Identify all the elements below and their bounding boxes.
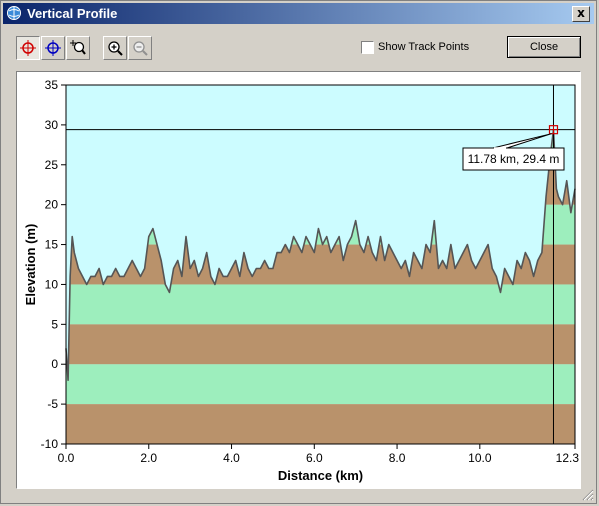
zoom-out-button[interactable] bbox=[128, 36, 152, 60]
plot-border bbox=[65, 84, 576, 445]
y-tick-label: 5 bbox=[51, 317, 58, 331]
crosshair-red-icon bbox=[20, 40, 36, 56]
y-axis-label: Elevation (m) bbox=[23, 224, 38, 306]
show-track-points-label[interactable]: Show Track Points bbox=[378, 41, 470, 53]
y-tick-label: 10 bbox=[45, 277, 59, 291]
zoom-in-button[interactable] bbox=[103, 36, 127, 60]
resize-grip-icon[interactable] bbox=[582, 489, 594, 501]
plot-frame: 35 30 25 20 15 10 5 0 -5 -10 0.0 2.0 4.0 6.0 8.0 10.0 12… bbox=[16, 71, 581, 489]
crosshair-red-button[interactable] bbox=[16, 36, 40, 60]
zoom-out-icon bbox=[133, 41, 148, 56]
y-tick-label: 15 bbox=[45, 238, 59, 252]
zoom-cursor-button[interactable] bbox=[66, 36, 90, 60]
y-tick-label: 30 bbox=[45, 118, 59, 132]
window-title: Vertical Profile bbox=[27, 6, 118, 21]
callout-pointer bbox=[492, 133, 552, 149]
cursor-readout: 11.78 km, 29.4 m bbox=[468, 152, 560, 166]
profile-line bbox=[65, 128, 576, 381]
title-bar[interactable]: Vertical Profile x bbox=[3, 3, 594, 24]
title-close-button[interactable]: x bbox=[572, 6, 590, 22]
y-tick-label: 20 bbox=[45, 198, 59, 212]
x-tick-label: 12.3 bbox=[556, 451, 580, 465]
callout-box bbox=[462, 147, 565, 171]
crosshair-blue-icon bbox=[45, 40, 61, 56]
x-tick-label: 8.0 bbox=[389, 451, 406, 465]
elevation-chart[interactable]: 35 30 25 20 15 10 5 0 -5 -100.0 2.0 4.0 6.0 8.0 10.0 12… bbox=[17, 72, 580, 488]
globe-icon bbox=[7, 6, 21, 20]
x-axis-label: Distance (km) bbox=[278, 468, 363, 483]
y-tick-label: -10 bbox=[41, 437, 59, 451]
close-button[interactable]: Close bbox=[507, 36, 581, 58]
x-tick-label: 6.0 bbox=[306, 451, 323, 465]
x-tick-label: 2.0 bbox=[140, 451, 157, 465]
zoom-in-icon bbox=[108, 41, 123, 56]
x-tick-label: 4.0 bbox=[223, 451, 240, 465]
y-tick-label: 25 bbox=[45, 158, 59, 172]
zoom-cursor-icon bbox=[70, 40, 86, 55]
show-track-points-checkbox[interactable] bbox=[361, 41, 374, 54]
y-tick-label: 35 bbox=[45, 78, 59, 92]
elevation-band-brown bbox=[66, 404, 575, 444]
x-tick-label: 0.0 bbox=[58, 451, 75, 465]
y-tick-label: -5 bbox=[47, 397, 58, 411]
crosshair-blue-button[interactable] bbox=[41, 36, 65, 60]
elevation-band-green bbox=[66, 284, 575, 325]
elevation-band-green bbox=[66, 364, 575, 405]
elevation-band-brown bbox=[66, 324, 575, 365]
y-tick-label: 0 bbox=[51, 357, 58, 371]
x-tick-label: 10.0 bbox=[468, 451, 492, 465]
